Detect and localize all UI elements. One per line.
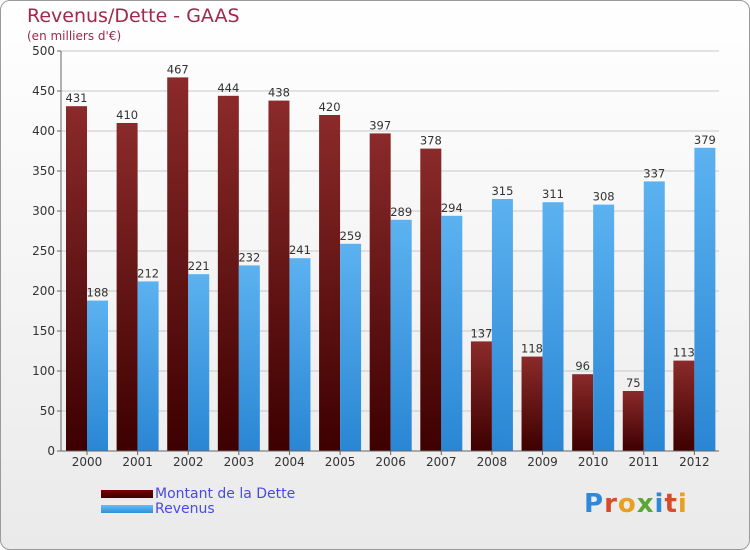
y-tick-label: 200: [32, 284, 55, 298]
bar-revenue: [137, 281, 159, 451]
x-tick-label: 2002: [173, 455, 204, 469]
data-label-debt: 113: [673, 346, 695, 360]
bar-debt: [369, 133, 391, 451]
bar-revenue: [289, 258, 311, 451]
data-label-revenue: 289: [390, 205, 412, 219]
chart-subtitle: (en milliers d'€): [27, 29, 122, 43]
bar-revenue: [694, 147, 716, 452]
y-tick-label: 50: [40, 404, 55, 418]
bar-revenue: [441, 215, 463, 451]
legend-swatch-debt: [101, 490, 153, 498]
data-label-revenue: 315: [491, 184, 513, 198]
data-label-debt: 118: [521, 342, 543, 356]
x-tick-label: 2012: [679, 455, 710, 469]
bar-debt: [167, 77, 189, 452]
data-label-debt: 96: [575, 359, 590, 373]
bar-revenue: [188, 274, 210, 451]
bar-debt: [521, 356, 543, 451]
y-tick-label: 250: [32, 244, 55, 258]
data-label-debt: 75: [626, 376, 641, 390]
bar-debt: [420, 148, 442, 451]
bar-revenue: [542, 202, 564, 451]
x-tick-label: 2005: [325, 455, 356, 469]
bar-revenue: [390, 219, 412, 451]
bar-debt: [268, 100, 290, 451]
x-tick-label: 2009: [527, 455, 558, 469]
legend-swatch-revenue: [101, 505, 153, 513]
data-label-debt: 137: [470, 326, 492, 340]
y-tick-label: 150: [32, 324, 55, 338]
bar-revenue: [643, 181, 665, 451]
x-tick-label: 2010: [578, 455, 609, 469]
proxiti-logo: Proxiti: [584, 489, 688, 519]
data-label-revenue: 308: [593, 190, 615, 204]
x-tick-label: 2003: [224, 455, 255, 469]
data-label-debt: 438: [268, 86, 290, 100]
y-tick-label: 400: [32, 124, 55, 138]
bar-debt: [217, 95, 239, 452]
bar-revenue: [238, 265, 260, 451]
data-label-revenue: 212: [137, 266, 159, 280]
legend-label-revenue: Revenus: [155, 501, 215, 517]
y-tick-label: 500: [32, 44, 55, 58]
y-tick-label: 350: [32, 164, 55, 178]
bar-revenue: [87, 300, 108, 451]
data-label-revenue: 259: [340, 229, 362, 243]
bar-revenue: [340, 243, 362, 451]
y-tick-label: 300: [32, 204, 55, 218]
data-label-revenue: 294: [441, 201, 463, 215]
data-label-revenue: 188: [87, 286, 109, 300]
bar-debt: [470, 341, 492, 451]
data-label-debt: 410: [116, 108, 138, 122]
x-tick-label: 2008: [477, 455, 508, 469]
data-label-debt: 444: [217, 81, 239, 95]
bar-debt: [116, 123, 138, 451]
y-tick-label: 100: [32, 364, 55, 378]
data-label-debt: 420: [319, 100, 341, 114]
bar-revenue: [593, 204, 615, 451]
y-tick-label: 450: [32, 84, 55, 98]
x-tick-label: 2006: [375, 455, 406, 469]
data-label-revenue: 311: [542, 187, 564, 201]
x-tick-label: 2001: [122, 455, 153, 469]
x-tick-label: 2007: [426, 455, 457, 469]
bar-debt: [66, 106, 87, 451]
bar-debt: [673, 360, 695, 451]
data-label-revenue: 337: [643, 166, 665, 180]
data-label-debt: 431: [66, 91, 88, 105]
x-tick-label: 2004: [274, 455, 305, 469]
bar-debt: [319, 115, 341, 451]
chart-title: Revenus/Dette - GAAS: [27, 5, 240, 27]
bar-revenue: [491, 199, 513, 451]
bar-debt: [572, 374, 594, 451]
data-label-revenue: 232: [238, 250, 260, 264]
x-tick-label: 2000: [72, 455, 103, 469]
bar-debt: [622, 391, 644, 451]
data-label-debt: 397: [369, 118, 391, 132]
y-tick-label: 0: [47, 444, 55, 458]
legend-label-debt: Montant de la Dette: [155, 486, 296, 502]
data-label-debt: 378: [420, 134, 442, 148]
data-label-revenue: 379: [694, 133, 716, 147]
data-label-debt: 467: [167, 62, 189, 76]
data-label-revenue: 221: [188, 259, 210, 273]
data-label-revenue: 241: [289, 243, 311, 257]
x-tick-label: 2011: [628, 455, 659, 469]
